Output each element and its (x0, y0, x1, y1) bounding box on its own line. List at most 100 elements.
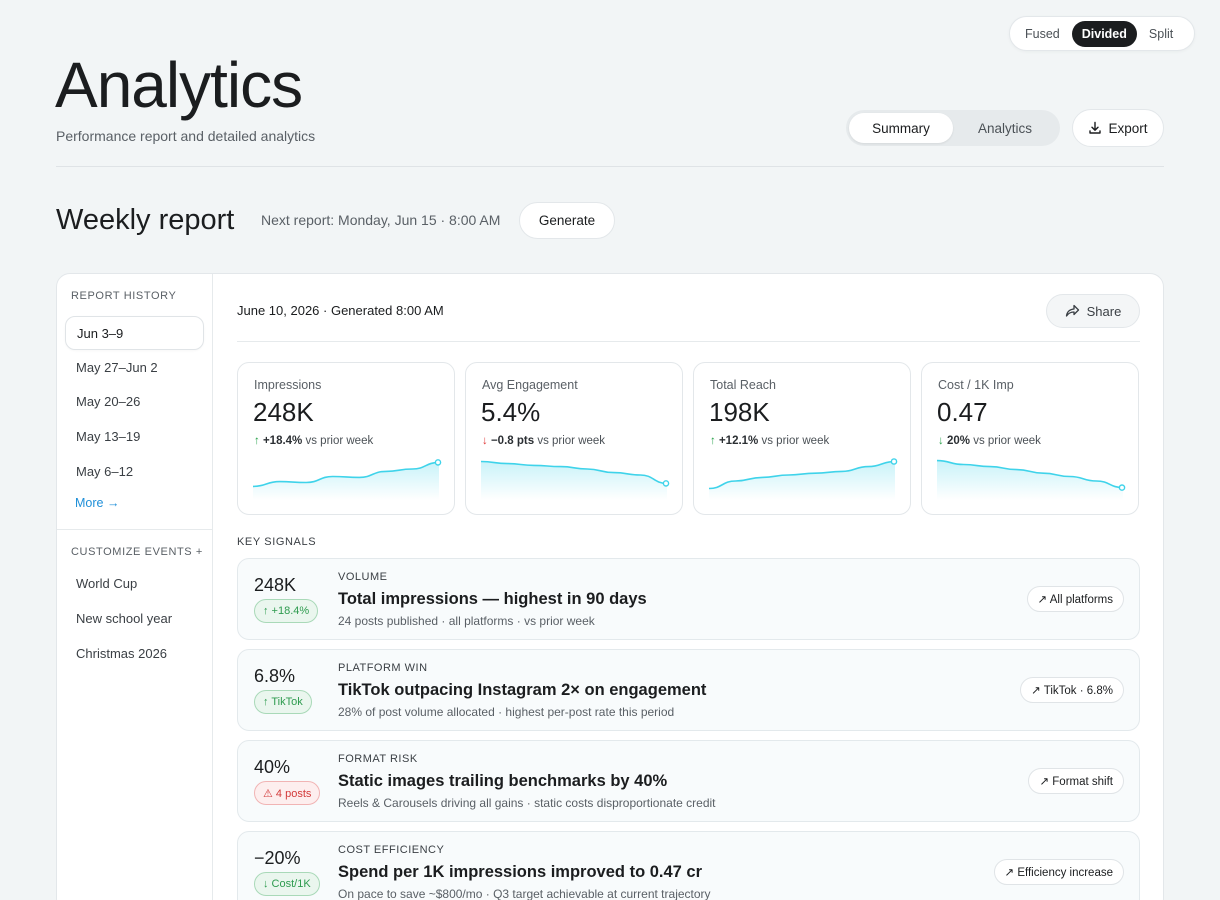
download-icon (1089, 121, 1102, 134)
metric-change: +12.1% (718, 435, 759, 447)
report-history-heading: REPORT HISTORY (71, 290, 177, 302)
sparkline-end-point (434, 459, 442, 466)
page-title: Analytics (55, 49, 303, 121)
metric-card-avg-engagement: Avg Engagement 5.4% ↓ −0.8 pts vs prior … (465, 362, 683, 515)
content-divider (237, 341, 1140, 342)
tab-analytics[interactable]: Analytics (977, 120, 1033, 136)
sparkline-line (708, 460, 896, 490)
arrow-up-icon: ↑ (710, 435, 716, 447)
signal-chip-format-shift[interactable]: ↗ Format shift (1028, 768, 1124, 794)
signal-description: 28% of post volume allocated · highest p… (338, 705, 675, 719)
signal-card-format-risk[interactable]: 40% ⚠ 4 posts FORMAT RISK Static images … (237, 740, 1140, 822)
sparkline-area (937, 460, 1123, 500)
share-label: Share (1086, 303, 1122, 319)
metric-card-cost-per-1k: Cost / 1K Imp 0.47 ↓ 20% vs prior week (921, 362, 1139, 515)
metric-suffix: vs prior week (305, 435, 374, 447)
signal-value: 6.8% (254, 666, 296, 686)
arrow-down-icon: ↓ (482, 435, 488, 447)
weekly-report-title: Weekly report (56, 204, 235, 236)
signal-card-platform-win[interactable]: 6.8% ↑ TikTok PLATFORM WIN TikTok outpac… (237, 649, 1140, 731)
metric-card-impressions: Impressions 248K ↑ +18.4% vs prior week (237, 362, 455, 515)
sparkline (252, 459, 442, 500)
report-sidebar: REPORT HISTORY Jun 3–9 May 27–Jun 2 May … (57, 274, 213, 900)
sparkline (480, 460, 670, 500)
signal-kicker: VOLUME (338, 571, 388, 583)
sparkline-line (480, 460, 668, 485)
sparkline-end-point (662, 480, 670, 487)
export-button[interactable]: Export (1072, 109, 1164, 147)
customize-events-heading[interactable]: CUSTOMIZE EVENTS + (71, 546, 203, 558)
event-item-christmas-2026[interactable]: Christmas 2026 (76, 645, 168, 661)
signal-title: Spend per 1K impressions improved to 0.4… (338, 863, 703, 881)
signal-card-cost-efficiency[interactable]: −20% ↓ Cost/1K COST EFFICIENCY Spend per… (237, 831, 1140, 900)
metric-delta: ↓ −0.8 pts vs prior week (482, 435, 605, 447)
header-divider (56, 166, 1164, 167)
sparkline-line (936, 459, 1124, 489)
metric-label: Impressions (254, 378, 322, 392)
sparkline (936, 459, 1126, 500)
signal-badge: ↓ Cost/1K (254, 872, 320, 896)
share-button[interactable]: Share (1046, 294, 1140, 328)
view-mode-toggle: Fused Divided Split (1009, 16, 1195, 51)
arrow-down-icon: ↓ (938, 435, 944, 447)
history-item-may-27-jun-2[interactable]: May 27–Jun 2 (76, 359, 158, 375)
view-fused-button[interactable]: Fused (1025, 26, 1060, 41)
sparkline-end-point (1118, 484, 1126, 491)
metric-suffix: vs prior week (761, 435, 830, 447)
signal-kicker: PLATFORM WIN (338, 662, 428, 674)
metric-delta: ↓ 20% vs prior week (938, 435, 1041, 447)
signal-title: TikTok outpacing Instagram 2× on engagem… (338, 681, 707, 699)
signal-badge: ↑ +18.4% (254, 599, 319, 623)
key-signals-heading: KEY SIGNALS (237, 536, 317, 548)
metric-delta: ↑ +18.4% vs prior week (254, 435, 373, 447)
metric-label: Total Reach (710, 378, 777, 392)
metric-change: +18.4% (262, 435, 303, 447)
arrow-up-icon: ↑ (254, 435, 260, 447)
signal-value: 40% (254, 757, 291, 777)
history-more-link[interactable]: More → (75, 496, 120, 510)
signal-badge: ↑ TikTok (254, 690, 312, 714)
metric-value: 5.4% (481, 397, 541, 427)
metric-value: 248K (253, 397, 314, 427)
history-item-may-13-19[interactable]: May 13–19 (76, 428, 141, 444)
view-split-button[interactable]: Split (1148, 26, 1174, 41)
metric-suffix: vs prior week (973, 435, 1041, 447)
sparkline-end-point (890, 458, 898, 465)
signal-kicker: COST EFFICIENCY (338, 844, 445, 856)
signal-description: 24 posts published · all platforms · vs … (338, 614, 595, 628)
metric-value: 0.47 (937, 397, 988, 427)
report-content: June 10, 2026 · Generated 8:00 AM Share … (214, 274, 1163, 900)
tab-summary[interactable]: Summary (849, 113, 953, 143)
metric-change: −0.8 pts (490, 435, 535, 447)
sidebar-divider (57, 529, 213, 530)
generate-button[interactable]: Generate (519, 202, 615, 239)
export-label: Export (1108, 120, 1148, 136)
metric-card-total-reach: Total Reach 198K ↑ +12.1% vs prior week (693, 362, 911, 515)
signal-title: Static images trailing benchmarks by 40% (338, 772, 668, 790)
report-panel: REPORT HISTORY Jun 3–9 May 27–Jun 2 May … (56, 273, 1164, 900)
sparkline-line (252, 461, 440, 488)
metric-suffix: vs prior week (537, 435, 606, 447)
signal-value: 248K (254, 575, 297, 595)
signal-chip-efficiency-increase[interactable]: ↗ Efficiency increase (993, 859, 1124, 885)
history-item-jun-3-9[interactable]: Jun 3–9 (65, 316, 204, 350)
signal-title: Total impressions — highest in 90 days (338, 590, 647, 608)
signal-chip-all-platforms[interactable]: ↗ All platforms (1026, 586, 1124, 612)
history-item-may-6-12[interactable]: May 6–12 (76, 463, 134, 479)
signal-description: On pace to save ~$800/mo · Q3 target ach… (338, 887, 711, 900)
share-icon (1065, 304, 1079, 317)
event-item-world-cup[interactable]: World Cup (76, 575, 138, 591)
signal-card-volume[interactable]: 248K ↑ +18.4% VOLUME Total impressions —… (237, 558, 1140, 640)
signal-value: −20% (254, 848, 301, 868)
view-divided-button[interactable]: Divided (1071, 20, 1137, 47)
metric-label: Cost / 1K Imp (938, 378, 1014, 392)
page-subtitle: Performance report and detailed analytic… (56, 128, 316, 144)
signal-chip-tiktok[interactable]: ↗ TikTok · 6.8% (1020, 677, 1124, 703)
event-item-new-school-year[interactable]: New school year (76, 610, 173, 626)
report-generated-info: June 10, 2026 · Generated 8:00 AM (237, 303, 444, 318)
sparkline-area (481, 461, 667, 500)
metric-value: 198K (709, 397, 770, 427)
history-item-may-20-26[interactable]: May 20–26 (76, 393, 141, 409)
next-report-text: Next report: Monday, Jun 15 · 8:00 AM (261, 212, 501, 228)
sparkline (708, 458, 898, 500)
